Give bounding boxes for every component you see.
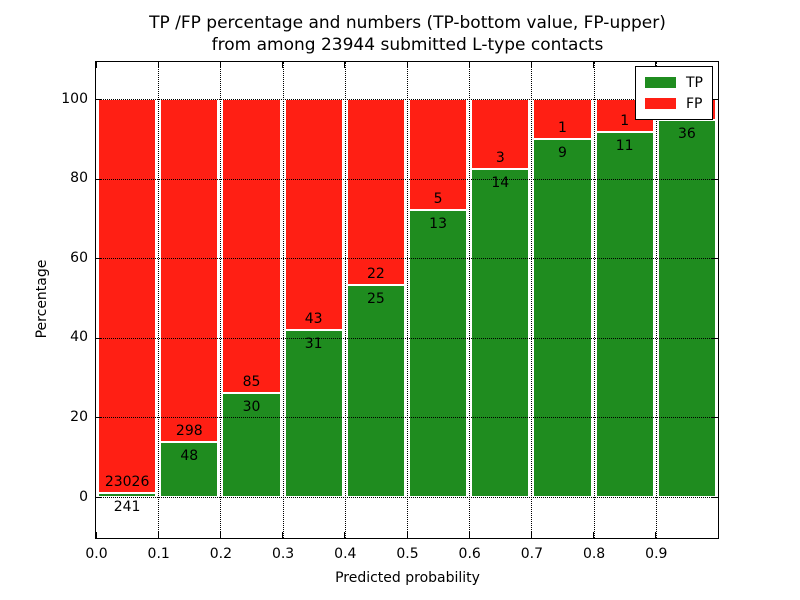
x-tick-label: 0.4 [334, 546, 357, 562]
x-tick-mark [530, 62, 532, 68]
legend-label: TP [686, 74, 703, 91]
bar-segment-fp [98, 99, 157, 493]
bar-segment-tp [346, 285, 405, 497]
legend: TP FP [635, 66, 713, 120]
x-tick-mark [344, 62, 346, 68]
bar-segment-fp [346, 99, 405, 286]
x-tick-mark [468, 62, 470, 68]
legend-swatch-tp [645, 77, 676, 88]
x-tick-mark [468, 532, 470, 538]
bar-segment-fp [160, 99, 219, 442]
y-tick-mark [96, 99, 102, 100]
chart-title-line2: from among 23944 submitted L-type contac… [211, 35, 604, 55]
bar-segment-tp [657, 119, 716, 497]
legend-item: FP [645, 93, 703, 114]
x-tick-mark [95, 532, 97, 538]
bar-segment-tp [409, 209, 468, 497]
bar-segment-tp [160, 441, 219, 497]
bar-segment-tp [595, 132, 654, 497]
tp-count-label: 241 [113, 498, 141, 515]
y-tick-mark [96, 178, 102, 180]
v-gridline [158, 62, 160, 538]
bar-segment-fp [222, 99, 281, 394]
y-tick-label: 0 [79, 488, 88, 505]
x-tick-mark [157, 532, 159, 538]
plot-area: TP FP 23026 241 298 48 85 30 43 31 22 25 5 13 3 14 1 9 1 1… [95, 61, 719, 539]
x-tick-label: 0.2 [209, 546, 233, 562]
v-gridline [407, 62, 408, 538]
y-tick-label: 40 [70, 329, 88, 346]
bar-segment-tp [471, 169, 530, 497]
y-tick-mark [712, 258, 718, 260]
x-tick-label: 0.3 [271, 546, 295, 562]
y-tick-mark [712, 497, 718, 498]
y-tick-label: 60 [70, 249, 88, 266]
x-tick-mark [344, 532, 346, 538]
x-tick-label: 0.1 [147, 546, 170, 562]
v-gridline [655, 62, 657, 538]
y-tick-mark [96, 337, 102, 339]
y-tick-mark [712, 417, 718, 419]
y-tick-label: 20 [70, 408, 88, 425]
v-gridline [282, 62, 284, 538]
x-tick-mark [593, 62, 595, 68]
chart-title: TP /FP percentage and numbers (TP-bottom… [95, 12, 720, 56]
y-tick-mark [712, 178, 718, 180]
x-tick-mark [717, 532, 719, 538]
x-tick-mark [406, 532, 408, 538]
bar-segment-fp [471, 99, 530, 170]
x-tick-mark [655, 62, 657, 68]
bar-segment-tp [98, 492, 157, 497]
y-tick-mark [96, 258, 102, 260]
x-tick-mark [157, 62, 159, 68]
x-tick-label: 0.7 [520, 546, 544, 562]
y-tick-mark [712, 337, 718, 339]
x-tick-mark [406, 62, 408, 68]
legend-item: TP [645, 72, 703, 93]
v-gridline [344, 62, 346, 538]
bar-segment-fp [284, 99, 343, 331]
v-gridline [531, 62, 533, 538]
legend-label: FP [686, 95, 703, 112]
x-tick-label: 0.6 [458, 546, 481, 562]
x-tick-mark [95, 62, 97, 68]
x-tick-mark [717, 62, 719, 68]
y-tick-mark [96, 497, 102, 498]
v-gridline [593, 62, 595, 538]
bar-segment-tp [284, 330, 343, 497]
x-tick-mark [282, 62, 284, 68]
x-tick-label: 0.8 [582, 546, 606, 562]
legend-swatch-fp [645, 98, 676, 109]
x-tick-mark [593, 532, 595, 538]
y-tick-mark [96, 417, 102, 419]
x-tick-label: 0.5 [396, 546, 419, 562]
x-tick-mark [219, 532, 221, 538]
x-tick-mark [655, 532, 657, 538]
x-tick-mark [530, 532, 532, 538]
x-tick-mark [282, 532, 284, 538]
v-gridline [220, 62, 222, 538]
x-tick-label: 0.9 [645, 546, 668, 562]
x-axis-label: Predicted probability [335, 570, 480, 586]
y-tick-mark [712, 99, 718, 100]
bar-segment-tp [533, 138, 592, 497]
bar-segment-fp [409, 99, 468, 210]
x-tick-mark [219, 62, 221, 68]
v-gridline [469, 62, 471, 538]
bar-segment-tp [222, 393, 281, 497]
x-tick-label: 0.0 [85, 546, 108, 562]
y-tick-label: 80 [70, 170, 88, 187]
y-tick-label: 100 [61, 90, 88, 107]
y-axis-label: Percentage [34, 259, 50, 339]
bar-segment-fp [533, 99, 592, 139]
chart-title-line1: TP /FP percentage and numbers (TP-bottom… [149, 13, 666, 33]
